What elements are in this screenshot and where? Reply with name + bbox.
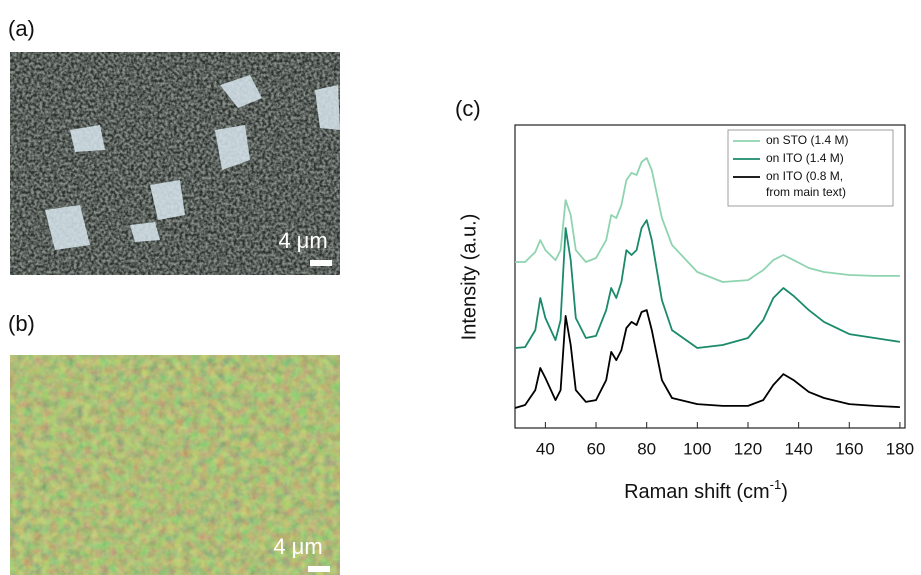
panel-label: (b) (8, 311, 35, 336)
x-tick-label: 120 (734, 439, 762, 458)
scale-bar (310, 260, 332, 266)
series-line (515, 157, 900, 283)
x-tick-label: 180 (886, 439, 914, 458)
series-line (514, 309, 900, 409)
scale-label: 4 μm (278, 228, 327, 253)
panel-label: (a) (8, 16, 35, 41)
x-tick-label: 60 (587, 439, 606, 458)
x-tick-label: 80 (637, 439, 656, 458)
scale-bar (308, 566, 330, 572)
legend-box (727, 129, 894, 207)
series-line (514, 219, 901, 349)
legend-label: from main text) (766, 185, 846, 199)
plot-frame (514, 124, 906, 429)
x-tick-label: 40 (536, 439, 555, 458)
legend-label: on ITO (1.4 M) (766, 151, 844, 165)
x-axis-title-sup: -1 (770, 477, 782, 492)
scale-label: 4 μm (273, 534, 322, 559)
x-axis-title-text: Raman shift (cm (624, 481, 770, 503)
micrograph-texture (10, 355, 340, 575)
flakes (45, 75, 340, 250)
legend-label: on STO (1.4 M) (766, 133, 848, 147)
x-tick-label: 140 (784, 439, 812, 458)
x-axis-title: Raman shift (cm-1) (624, 477, 788, 503)
x-axis-title-end: ) (781, 481, 788, 503)
x-tick-label: 100 (683, 439, 711, 458)
y-axis-title: Intensity (a.u.) (458, 214, 480, 341)
x-tick-label: 160 (835, 439, 863, 458)
legend-label: on ITO (0.8 M, (766, 169, 843, 183)
panel-label: (c) (455, 96, 481, 121)
